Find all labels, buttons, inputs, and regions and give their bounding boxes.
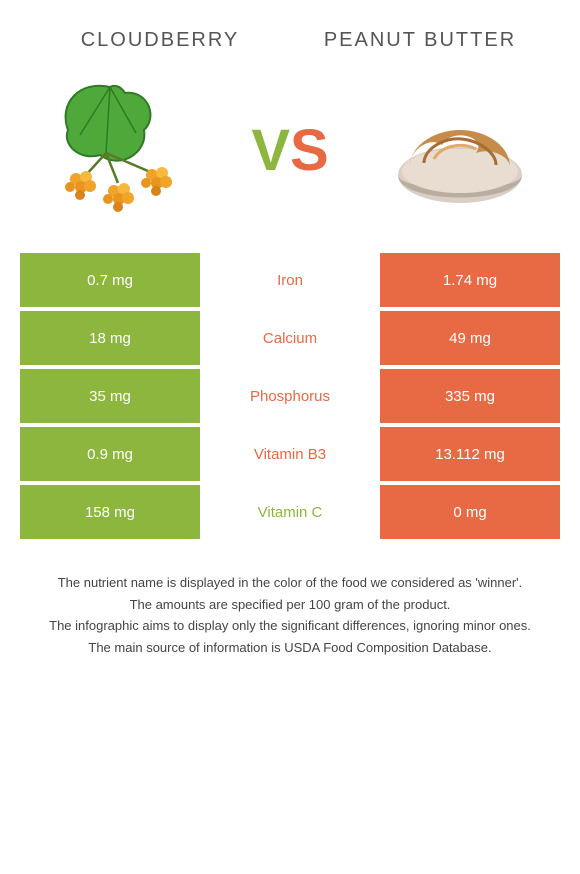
cloudberry-icon [40,75,200,225]
right-value-cell: 335 mg [380,369,560,423]
vs-label: VS [251,117,328,184]
right-food-image [380,75,540,225]
nutrient-row: 0.9 mgVitamin B313.112 mg [20,427,560,481]
nutrient-row: 158 mgVitamin C0 mg [20,485,560,539]
nutrient-name-cell: Calcium [200,311,380,365]
infographic-page: Cloudberry Peanut Butter [0,0,580,874]
right-value-cell: 49 mg [380,311,560,365]
nutrient-name-cell: Iron [200,253,380,307]
hero-row: VS [0,53,580,253]
vs-v: V [251,117,290,184]
left-food-image [40,75,200,225]
left-value-cell: 0.9 mg [20,427,200,481]
right-value-cell: 13.112 mg [380,427,560,481]
footnote-line: The nutrient name is displayed in the co… [20,573,560,593]
peanut-butter-icon [380,75,540,225]
nutrient-table: 0.7 mgIron1.74 mg18 mgCalcium49 mg35 mgP… [20,253,560,539]
footnote-line: The main source of information is USDA F… [20,638,560,658]
left-food-title: Cloudberry [60,28,260,53]
right-value-cell: 0 mg [380,485,560,539]
nutrient-row: 35 mgPhosphorus335 mg [20,369,560,423]
left-value-cell: 35 mg [20,369,200,423]
left-value-cell: 158 mg [20,485,200,539]
left-value-cell: 0.7 mg [20,253,200,307]
vs-s: S [290,117,329,184]
nutrient-name-cell: Vitamin B3 [200,427,380,481]
nutrient-name-cell: Phosphorus [200,369,380,423]
footnote-line: The amounts are specified per 100 gram o… [20,595,560,615]
right-value-cell: 1.74 mg [380,253,560,307]
right-food-title: Peanut Butter [320,28,520,53]
nutrient-name-cell: Vitamin C [200,485,380,539]
footnotes: The nutrient name is displayed in the co… [20,573,560,657]
title-row: Cloudberry Peanut Butter [0,0,580,53]
nutrient-row: 18 mgCalcium49 mg [20,311,560,365]
left-value-cell: 18 mg [20,311,200,365]
footnote-line: The infographic aims to display only the… [20,616,560,636]
nutrient-row: 0.7 mgIron1.74 mg [20,253,560,307]
